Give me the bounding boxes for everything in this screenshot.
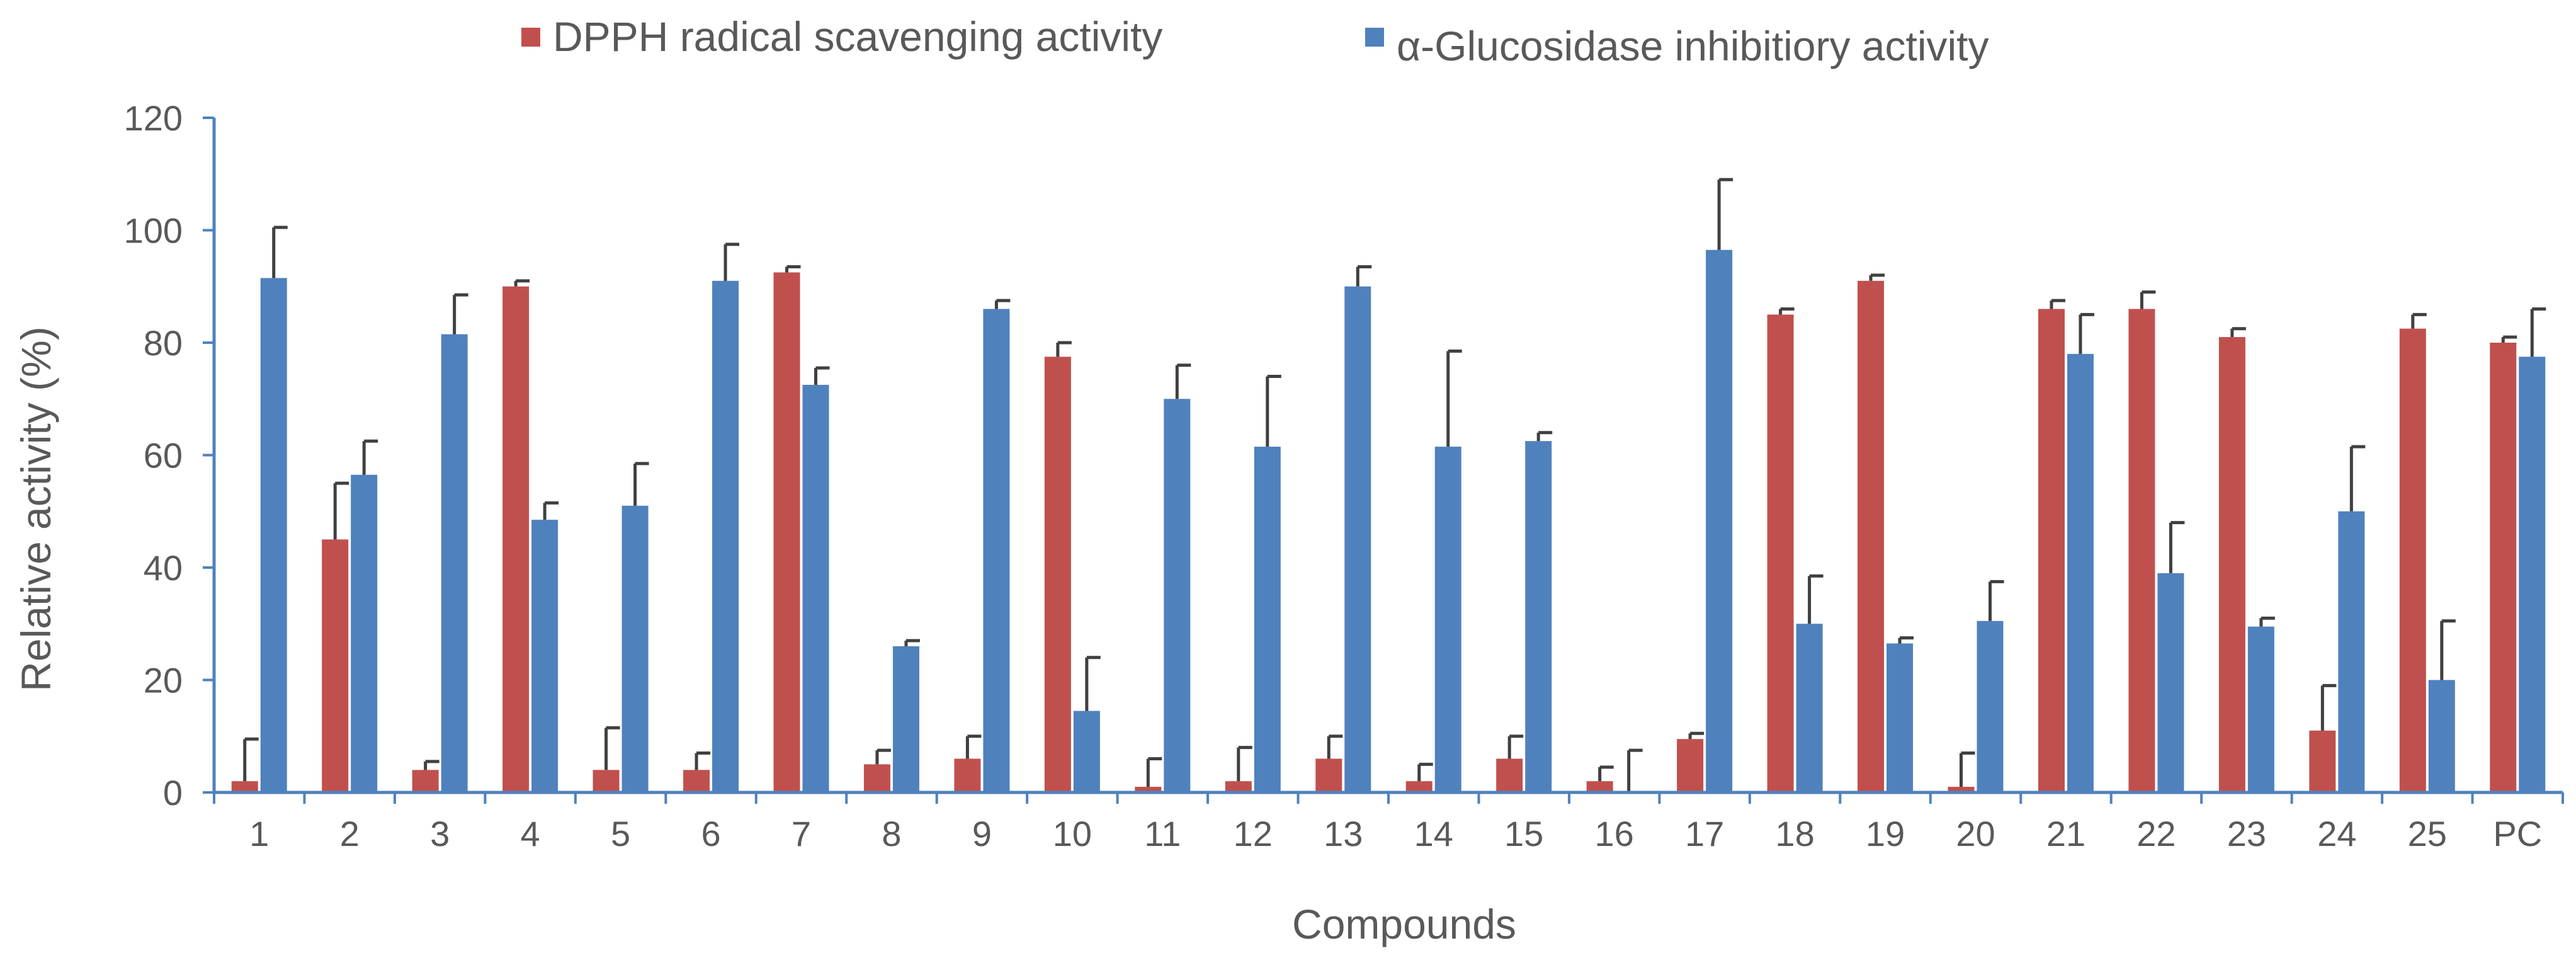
y-tick-label: 100 (124, 211, 183, 251)
bar-glucosidase-22 (2157, 573, 2184, 792)
x-tick-label: 16 (1595, 814, 1634, 854)
y-tick-label: 40 (144, 548, 183, 588)
bar-dpph-15 (1496, 758, 1523, 792)
bar-dpph-7 (773, 272, 800, 792)
x-tick-label: 1 (249, 814, 269, 854)
x-axis-title: Compounds (1292, 901, 1516, 947)
x-tick-label: 12 (1234, 814, 1273, 854)
bar-dpph-14 (1405, 781, 1433, 792)
bar-dpph-8 (863, 764, 890, 792)
bar-dpph-11 (1135, 787, 1162, 792)
bar-dpph-PC (2490, 343, 2517, 792)
x-tick-label: PC (2493, 814, 2542, 854)
bar-glucosidase-7 (802, 384, 829, 792)
bar-dpph-12 (1225, 781, 1252, 792)
bar-glucosidase-17 (1706, 249, 1733, 792)
bar-glucosidase-12 (1254, 447, 1281, 792)
legend-label-glucosidase: α-Glucosidase inhibitiory activity (1397, 23, 1989, 69)
bar-glucosidase-1 (260, 278, 287, 792)
legend-label-dpph: DPPH radical scavenging activity (553, 13, 1162, 60)
bar-dpph-13 (1315, 758, 1342, 792)
x-tick-label: 15 (1504, 814, 1543, 854)
bar-dpph-9 (954, 758, 981, 792)
bar-dpph-10 (1044, 357, 1071, 792)
bar-glucosidase-19 (1887, 643, 1914, 792)
bar-dpph-25 (2399, 328, 2426, 792)
y-tick-label: 60 (144, 436, 183, 476)
bar-dpph-1 (231, 781, 258, 792)
bar-glucosidase-10 (1073, 711, 1100, 792)
x-tick-label: 14 (1414, 814, 1453, 854)
x-tick-label: 18 (1775, 814, 1814, 854)
bar-glucosidase-6 (712, 280, 739, 792)
bar-dpph-2 (322, 539, 349, 792)
bar-dpph-21 (2038, 309, 2065, 792)
x-tick-label: 7 (792, 814, 811, 854)
x-tick-label: 4 (521, 814, 540, 854)
bar-dpph-5 (593, 770, 620, 792)
bar-dpph-16 (1586, 781, 1613, 792)
bar-glucosidase-3 (441, 334, 468, 792)
bar-glucosidase-13 (1344, 286, 1371, 792)
bar-glucosidase-5 (621, 505, 649, 792)
x-tick-label: 24 (2317, 814, 2356, 854)
x-tick-label: 23 (2227, 814, 2266, 854)
x-tick-label: 13 (1324, 814, 1363, 854)
x-tick-label: 3 (430, 814, 450, 854)
bar-dpph-6 (683, 770, 710, 792)
bar-glucosidase-2 (351, 474, 378, 792)
bar-glucosidase-25 (2428, 680, 2455, 792)
legend: DPPH radical scavenging activity α-Gluco… (521, 13, 1989, 69)
bar-glucosidase-15 (1525, 441, 1552, 792)
bar-dpph-22 (2128, 309, 2155, 792)
bar-glucosidase-23 (2247, 626, 2274, 792)
x-tick-label: 2 (340, 814, 360, 854)
x-tick-label: 9 (972, 814, 992, 854)
bar-glucosidase-8 (892, 646, 919, 792)
x-tick-label: 8 (882, 814, 901, 854)
x-tick-label: 21 (2046, 814, 2085, 854)
x-tick-label: 19 (1866, 814, 1905, 854)
bar-glucosidase-4 (531, 520, 559, 792)
bar-glucosidase-24 (2338, 511, 2365, 792)
bar-glucosidase-9 (983, 309, 1010, 792)
bar-dpph-24 (2309, 730, 2336, 792)
x-tick-label: 10 (1053, 814, 1092, 854)
y-axis-title: Relative activity (%) (13, 326, 59, 691)
x-tick-label: 20 (1956, 814, 1995, 854)
bar-dpph-20 (1948, 787, 1975, 792)
bar-glucosidase-PC (2519, 357, 2546, 792)
y-tick-label: 20 (144, 661, 183, 700)
bar-dpph-19 (1858, 280, 1885, 792)
y-tick-label: 120 (124, 98, 183, 138)
y-tick-label: 0 (163, 773, 183, 813)
bar-glucosidase-14 (1434, 447, 1461, 792)
x-tick-label: 5 (611, 814, 630, 854)
bar-glucosidase-20 (1977, 620, 2004, 792)
legend-swatch-dpph (521, 28, 540, 47)
y-tick-label: 80 (144, 323, 183, 363)
x-tick-label: 17 (1685, 814, 1724, 854)
x-tick-label: 22 (2136, 814, 2176, 854)
x-tick-label: 6 (701, 814, 720, 854)
bar-dpph-4 (502, 286, 530, 792)
bar-glucosidase-11 (1164, 399, 1191, 792)
bar-dpph-3 (412, 770, 439, 792)
bar-dpph-17 (1677, 739, 1704, 792)
bar-dpph-18 (1767, 314, 1794, 792)
x-tick-label: 25 (2408, 814, 2447, 854)
x-tick-label: 11 (1144, 814, 1181, 854)
bar-dpph-23 (2218, 337, 2245, 792)
legend-swatch-glucosidase (1365, 28, 1384, 47)
bar-glucosidase-21 (2067, 353, 2094, 792)
bar-glucosidase-18 (1796, 624, 1823, 792)
